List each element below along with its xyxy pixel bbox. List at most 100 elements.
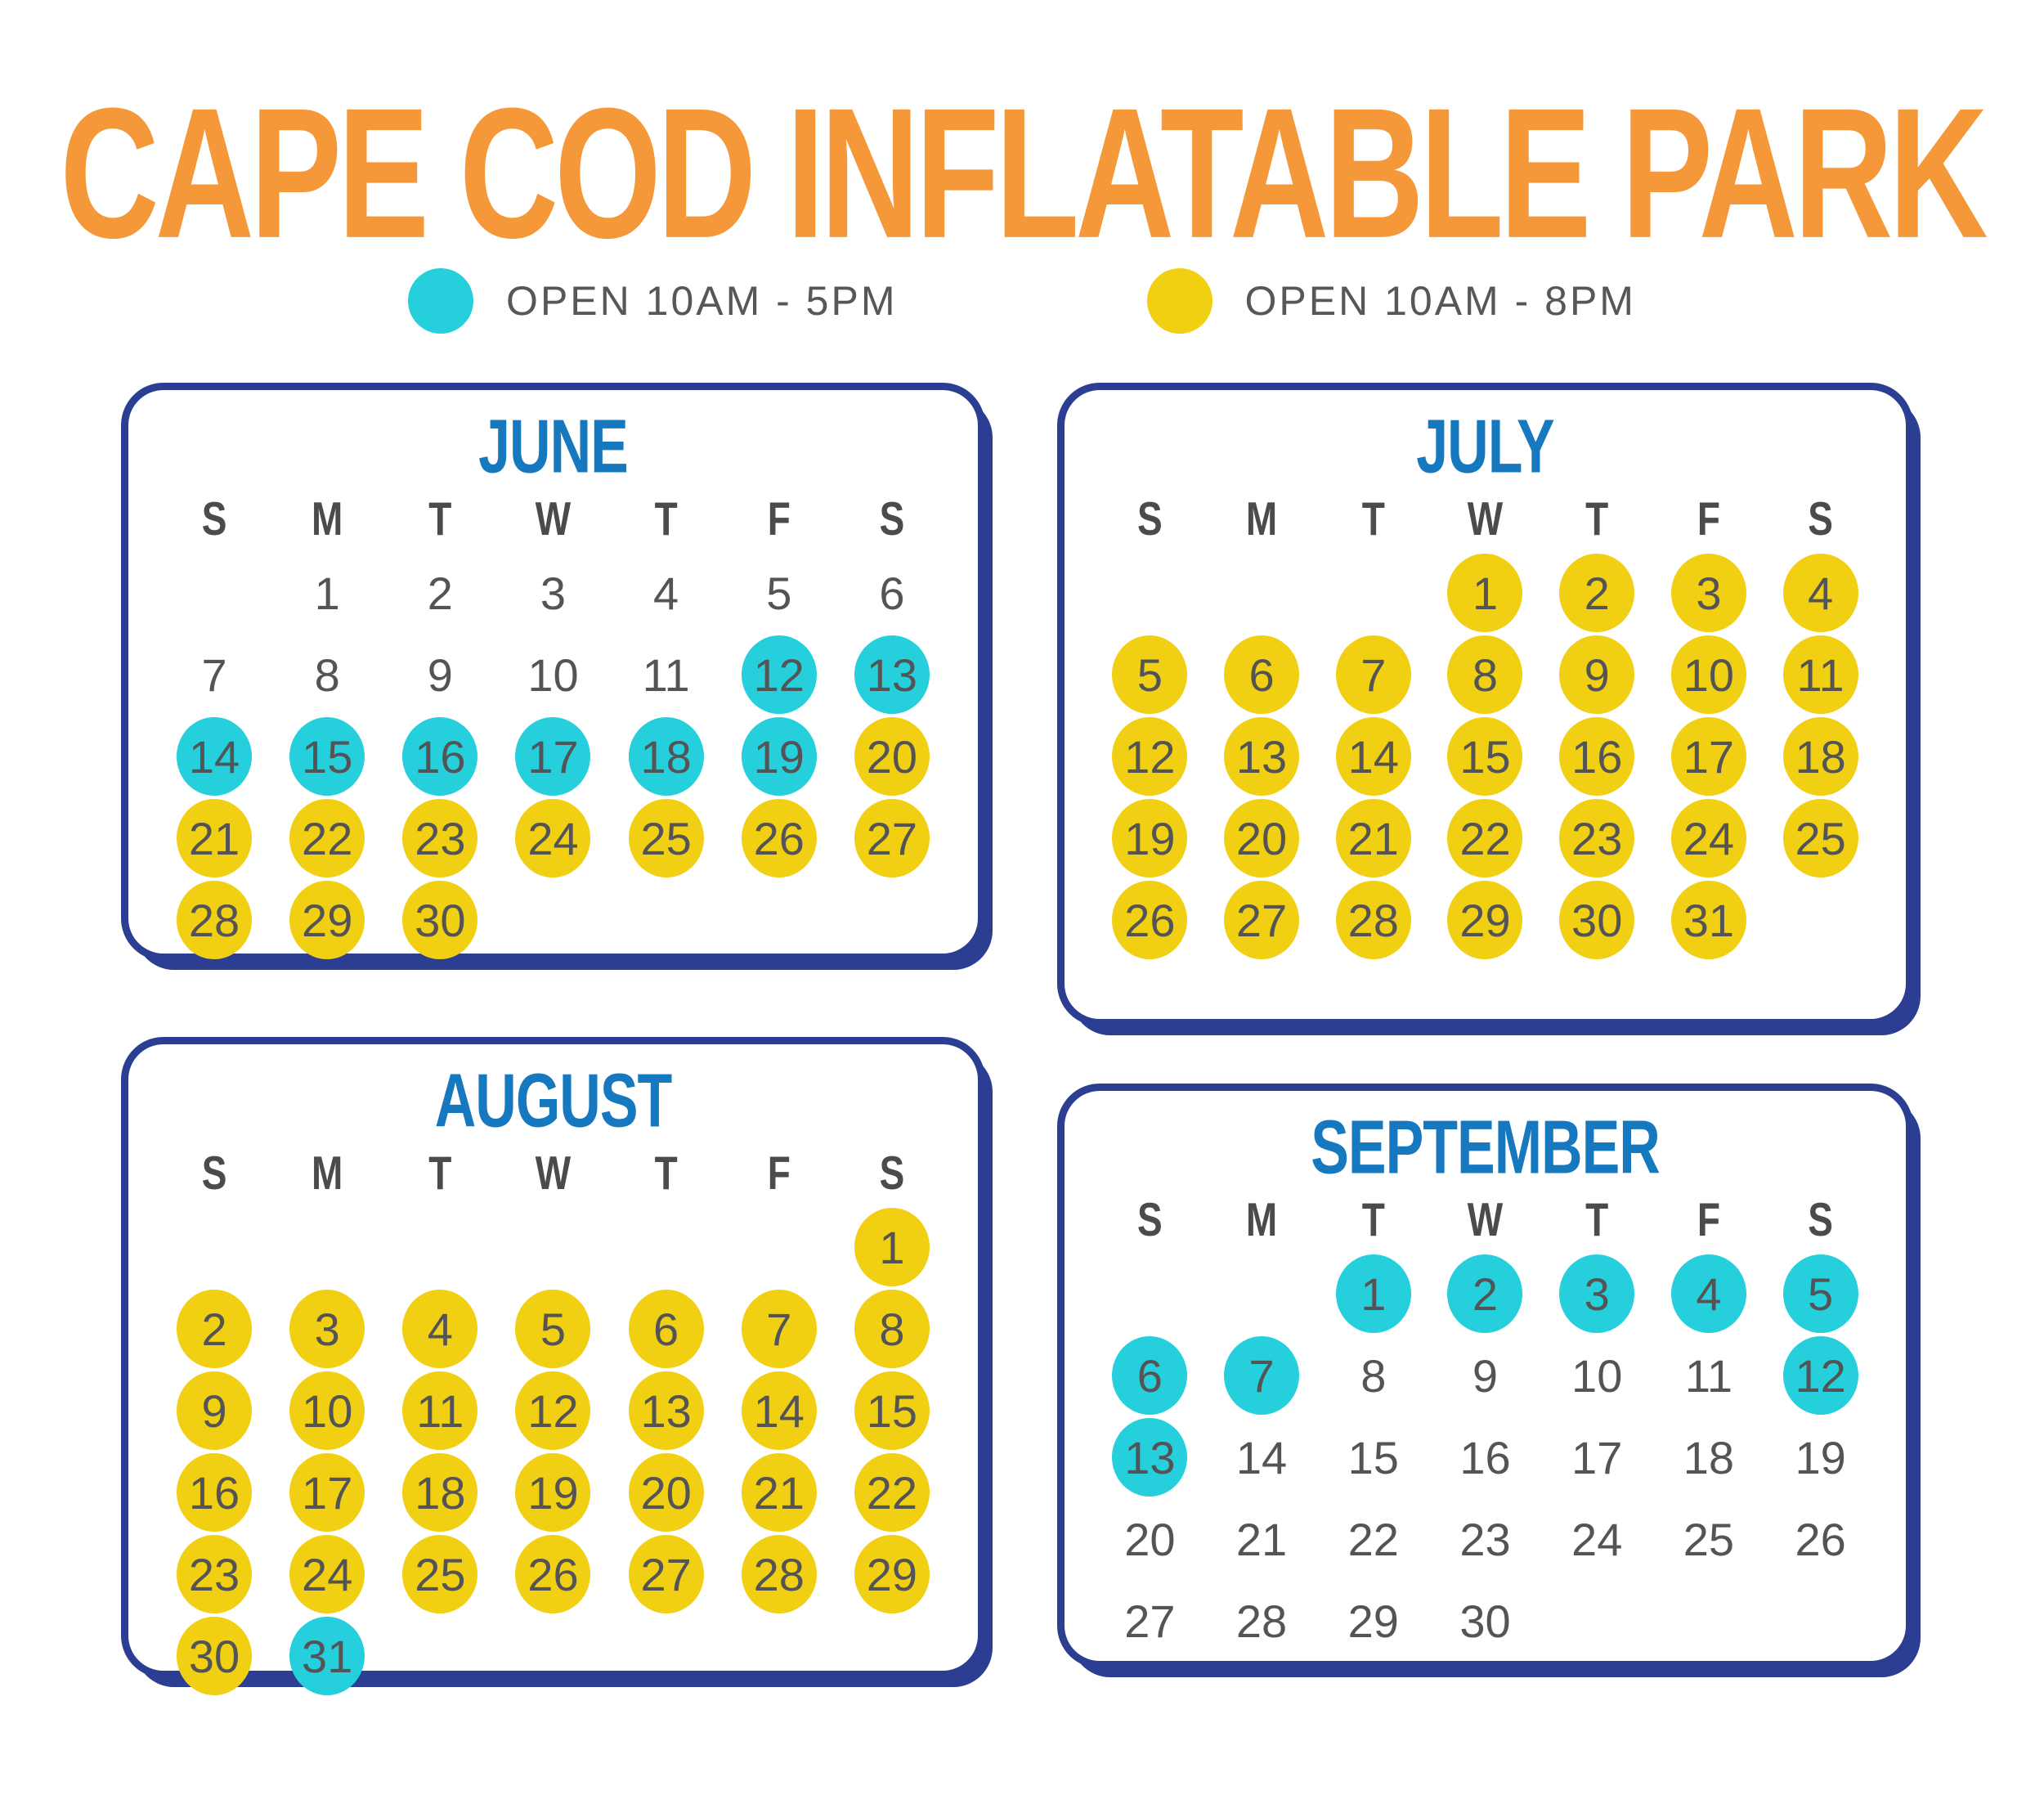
day-of-week-header: M: [1245, 491, 1278, 545]
open-10am-8pm-marker: 10: [1670, 635, 1746, 714]
day-number: 6: [879, 567, 905, 619]
day-of-week-header: S: [879, 1146, 905, 1200]
day-number: 18: [415, 1466, 466, 1519]
day-number: 4: [653, 567, 679, 619]
day-cell-june-5: 5: [723, 552, 836, 634]
day-cell-august-13: 13: [610, 1370, 723, 1452]
day-number: 26: [527, 1548, 579, 1600]
day-number: 24: [1571, 1513, 1623, 1565]
day-cell-september-27: 27: [1094, 1580, 1206, 1662]
day-number: 8: [879, 1303, 905, 1355]
day-cell-july-6: 6: [1206, 634, 1318, 716]
day-cell-july-26: 26: [1094, 879, 1206, 961]
day-of-week-header: F: [767, 1146, 791, 1200]
day-number: 25: [1683, 1513, 1735, 1565]
day-number: 29: [1347, 1595, 1399, 1647]
open-10am-8pm-marker: 10: [289, 1371, 365, 1450]
open-10am-8pm-marker: 21: [1335, 799, 1411, 877]
open-10am-8pm-marker: 13: [1224, 717, 1300, 796]
day-cell-june-4: 4: [610, 552, 723, 634]
day-number: 20: [1124, 1513, 1176, 1565]
day-cell-september-17: 17: [1541, 1416, 1653, 1498]
day-cell-august-8: 8: [836, 1288, 948, 1370]
day-number: 19: [753, 730, 805, 783]
open-10am-8pm-marker: 28: [1335, 881, 1411, 959]
open-10am-5pm-marker: 14: [177, 717, 253, 796]
empty-day-cell: [158, 1206, 271, 1288]
open-10am-8pm-marker: 5: [1112, 635, 1188, 714]
day-cell-july-25: 25: [1764, 797, 1876, 879]
month-title-august: AUGUST: [434, 1058, 673, 1143]
open-10am-5pm-marker: 16: [402, 717, 478, 796]
open-10am-8pm-marker: 14: [741, 1371, 817, 1450]
day-cell-september-29: 29: [1317, 1580, 1429, 1662]
day-cell-july-14: 14: [1317, 716, 1429, 797]
day-number: 18: [1683, 1431, 1735, 1483]
day-number: 13: [640, 1384, 692, 1437]
day-cell-september-8: 8: [1317, 1335, 1429, 1416]
legend-item-open-8pm: OPEN 10AM - 8PM: [1146, 268, 1636, 334]
day-of-week-header: T: [1361, 491, 1385, 545]
day-cell-september-10: 10: [1541, 1335, 1653, 1416]
open-10am-8pm-marker: 8: [1447, 635, 1523, 714]
day-number: 15: [866, 1384, 918, 1437]
open-10am-8pm-marker: 25: [1782, 799, 1858, 877]
day-cell-september-1: 1: [1317, 1253, 1429, 1335]
day-cell-september-5: 5: [1764, 1253, 1876, 1335]
days-grid-june: 1 2 3 4 5 6 7 8 9 10 11 12 13 14 15 16 17 18 19 20 21 22 23 24 2…: [158, 552, 948, 961]
day-number: 18: [1795, 730, 1846, 783]
day-of-week-header: W: [1467, 491, 1504, 545]
day-number: 6: [653, 1303, 679, 1355]
day-number: 24: [527, 812, 579, 864]
open-10am-5pm-marker: 2: [1447, 1254, 1523, 1333]
day-number: 29: [866, 1548, 918, 1600]
day-cell-august-3: 3: [271, 1288, 383, 1370]
day-cell-june-2: 2: [383, 552, 496, 634]
day-cell-august-9: 9: [158, 1370, 271, 1452]
day-cell-july-5: 5: [1094, 634, 1206, 716]
open-10am-8pm-marker: 30: [402, 881, 478, 959]
day-cell-september-3: 3: [1541, 1253, 1653, 1335]
day-cell-june-20: 20: [836, 716, 948, 797]
empty-day-cell: [1094, 1253, 1206, 1335]
open-10am-5pm-marker: 19: [741, 717, 817, 796]
day-cell-august-16: 16: [158, 1452, 271, 1533]
day-number: 30: [1459, 1595, 1511, 1647]
day-of-week-header: T: [1361, 1192, 1385, 1246]
open-10am-8pm-marker: 16: [1559, 717, 1635, 796]
open-10am-8pm-marker: 1: [1447, 554, 1523, 632]
day-cell-june-10: 10: [496, 634, 609, 716]
day-cell-june-22: 22: [271, 797, 383, 879]
day-number: 26: [1795, 1513, 1846, 1565]
day-cell-june-15: 15: [271, 716, 383, 797]
day-number: 16: [415, 730, 466, 783]
day-of-week-header: S: [201, 1146, 227, 1200]
day-cell-june-26: 26: [723, 797, 836, 879]
day-number: 26: [1124, 894, 1176, 946]
day-number: 14: [1235, 1431, 1288, 1483]
day-number: 4: [427, 1303, 453, 1355]
open-10am-5pm-marker: 13: [1112, 1418, 1188, 1497]
open-10am-8pm-marker: 29: [1447, 881, 1523, 959]
day-number: 1: [314, 567, 340, 619]
open-10am-8pm-marker: 21: [177, 799, 253, 877]
day-number: 19: [527, 1466, 579, 1519]
day-number: 17: [1683, 730, 1735, 783]
day-cell-july-29: 29: [1429, 879, 1541, 961]
empty-day-cell: [383, 1206, 496, 1288]
day-cell-july-21: 21: [1317, 797, 1429, 879]
open-10am-8pm-marker: 8: [854, 1290, 930, 1368]
day-number: 25: [640, 812, 692, 864]
open-10am-8pm-marker: 26: [741, 799, 817, 877]
open-10am-8pm-marker: 17: [289, 1453, 365, 1532]
open-10am-8pm-marker: 4: [1782, 554, 1858, 632]
open-10am-8pm-marker: 26: [1112, 881, 1188, 959]
day-cell-august-24: 24: [271, 1533, 383, 1615]
day-number: 3: [1584, 1268, 1610, 1320]
open-10am-8pm-marker: 23: [1559, 799, 1635, 877]
day-cell-august-25: 25: [383, 1533, 496, 1615]
